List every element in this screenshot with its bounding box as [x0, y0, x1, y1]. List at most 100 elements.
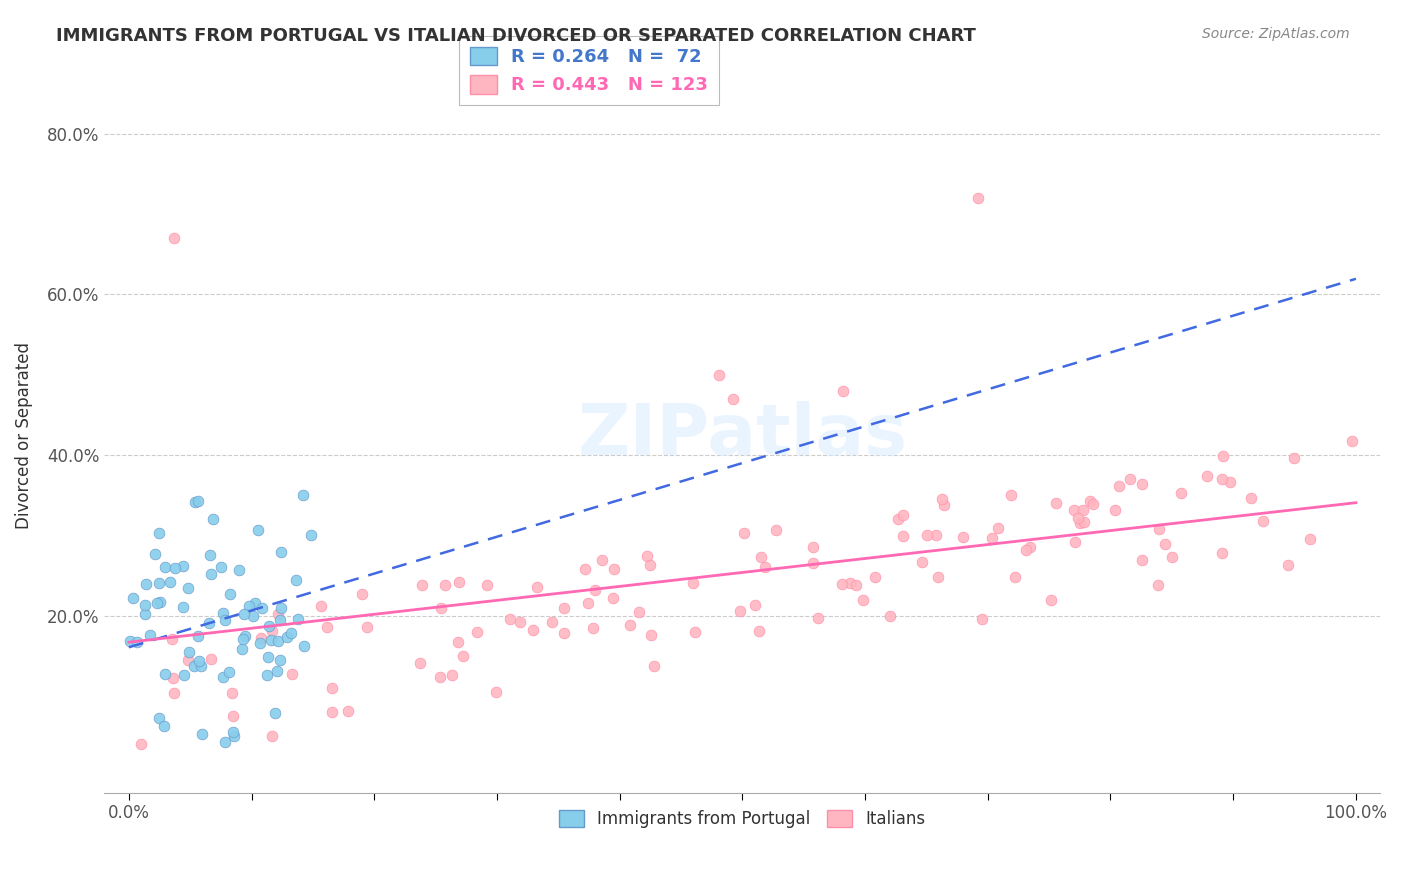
Point [250, 601, 273, 615]
Point [183, 494, 205, 508]
Point [1340, 434, 1362, 449]
Point [744, 599, 766, 613]
Point [280, 626, 302, 640]
Point [200, 567, 222, 582]
Point [1170, 486, 1192, 500]
Point [591, 553, 613, 567]
Point [451, 649, 474, 664]
Point [1015, 543, 1038, 558]
Point [966, 191, 988, 205]
Text: IMMIGRANTS FROM PORTUGAL VS ITALIAN DIVORCED OR SEPARATED CORRELATION CHART: IMMIGRANTS FROM PORTUGAL VS ITALIAN DIVO… [56, 27, 976, 45]
Point [267, 607, 290, 621]
Point [231, 632, 253, 647]
Point [434, 578, 457, 592]
Point [198, 548, 221, 562]
Point [409, 656, 432, 670]
Point [280, 666, 302, 681]
Point [574, 562, 596, 576]
Point [291, 488, 314, 502]
Point [256, 650, 278, 665]
Point [1064, 535, 1087, 549]
Point [264, 706, 287, 721]
Point [1078, 494, 1101, 508]
Point [1211, 546, 1233, 560]
Point [1147, 522, 1170, 536]
Point [707, 368, 730, 382]
Point [465, 625, 488, 640]
Point [1154, 537, 1177, 551]
Point [893, 529, 915, 543]
Point [911, 555, 934, 569]
Point [183, 659, 205, 673]
Point [1147, 578, 1170, 592]
Point [177, 652, 200, 666]
Point [1161, 549, 1184, 564]
Point [640, 628, 662, 642]
Point [1066, 510, 1088, 524]
Point [509, 615, 531, 630]
Text: ZIPatlas: ZIPatlas [578, 401, 907, 469]
Point [721, 392, 744, 406]
Point [309, 599, 332, 613]
Point [155, 560, 177, 574]
Point [270, 544, 292, 558]
Point [260, 632, 283, 647]
Point [222, 729, 245, 743]
Point [321, 705, 343, 719]
Point [143, 547, 166, 561]
Point [165, 560, 187, 574]
Point [863, 570, 886, 584]
Point [243, 596, 266, 610]
Point [576, 596, 599, 610]
Point [197, 616, 219, 631]
Point [190, 726, 212, 740]
Point [135, 577, 157, 591]
Point [270, 600, 292, 615]
Point [1130, 552, 1153, 566]
Point [212, 607, 235, 621]
Point [221, 686, 243, 700]
Point [619, 617, 641, 632]
Point [925, 528, 948, 542]
Point [637, 549, 659, 563]
Point [1104, 503, 1126, 517]
Point [931, 492, 953, 507]
Point [765, 523, 787, 537]
Point [733, 526, 755, 541]
Point [952, 530, 974, 544]
Point [1071, 503, 1094, 517]
Point [839, 576, 862, 591]
Point [801, 540, 824, 554]
Point [1284, 451, 1306, 466]
Point [934, 498, 956, 512]
Point [356, 620, 378, 634]
Point [429, 670, 451, 684]
Point [1277, 558, 1299, 573]
Point [832, 384, 855, 398]
Point [163, 686, 186, 700]
Point [121, 591, 143, 606]
Point [118, 634, 141, 648]
Point [287, 612, 309, 626]
Point [262, 624, 284, 638]
Point [987, 521, 1010, 535]
Point [200, 652, 222, 666]
Point [602, 591, 624, 605]
Point [285, 573, 308, 587]
Point [162, 632, 184, 646]
Point [172, 600, 194, 615]
Point [266, 665, 288, 679]
Point [188, 654, 211, 668]
Point [246, 523, 269, 537]
Point [683, 625, 706, 640]
Point [148, 525, 170, 540]
Point [214, 614, 236, 628]
Point [233, 607, 256, 622]
Point [430, 600, 453, 615]
Point [682, 576, 704, 591]
Point [299, 528, 322, 542]
Point [602, 562, 624, 576]
Point [553, 600, 575, 615]
Point [148, 576, 170, 591]
Legend: Immigrants from Portugal, Italians: Immigrants from Portugal, Italians [553, 803, 932, 834]
